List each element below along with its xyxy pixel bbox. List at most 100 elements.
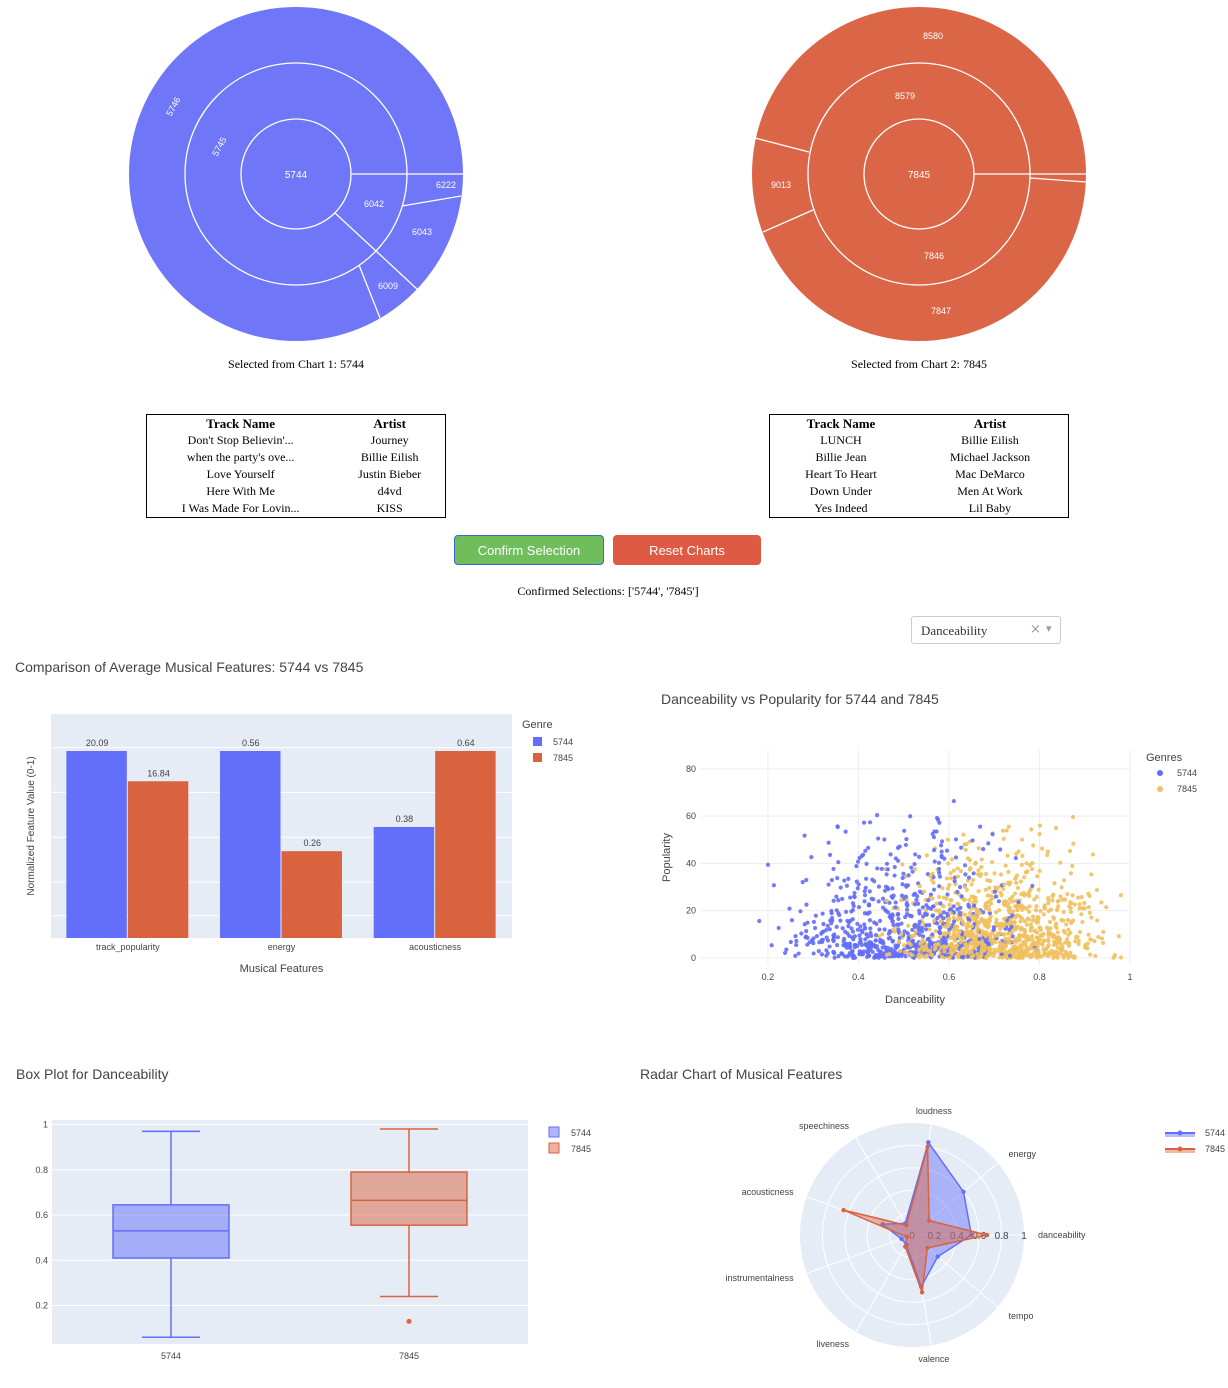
table-row: Billie Jean Michael Jackson (770, 449, 1069, 466)
scatter-point-7845 (1076, 895, 1081, 900)
scatter-point-7845 (928, 874, 933, 879)
scatter-point-7845 (1050, 898, 1055, 903)
artist-cell: Billie Eilish (961, 433, 1019, 447)
artist-cell: Michael Jackson (949, 450, 1031, 464)
scatter-point-7845 (980, 941, 985, 946)
reset-charts-button[interactable]: Reset Charts (613, 535, 761, 565)
scatter-point-7845 (1112, 953, 1118, 958)
scatter-point-5744 (981, 847, 986, 852)
scatter-point-7845 (1027, 904, 1032, 909)
scatter-xtick: 0.4 (852, 972, 865, 982)
scatter-point-5744 (951, 910, 957, 915)
scatter-point-5744 (876, 899, 881, 904)
sunburst-chart-2[interactable]: 7845 8579 8580 7846 7847 9013 (745, 0, 1105, 350)
scatter-point-7845 (951, 927, 956, 932)
scatter-point-7845 (1047, 919, 1053, 925)
chevron-down-icon[interactable]: ▾ (1046, 622, 1052, 635)
scatter-point-7845 (975, 922, 980, 928)
scatter-point-5744 (927, 922, 932, 928)
table-header-row: Track Name Artist (147, 415, 446, 433)
scatter-point-7845 (1046, 933, 1051, 938)
scatter-point-7845 (1055, 930, 1060, 935)
bar-chart[interactable]: 20.09 16.84 track_popularity 0.56 0.26 energy… (0, 700, 600, 990)
scatter-point-5744 (847, 941, 852, 946)
radar-chart[interactable]: danceability energy loudness speechiness aco… (640, 1095, 1228, 1375)
scatter-point-7845 (951, 915, 956, 920)
scatter-point-5744 (819, 952, 825, 957)
scatter-point-7845 (934, 901, 939, 906)
scatter-point-5744 (981, 910, 986, 915)
scatter-point-5744 (874, 813, 880, 818)
bar-category-label: energy (268, 942, 296, 952)
scatter-point-5744 (838, 918, 843, 923)
scatter-point-5744 (855, 859, 861, 864)
scatter-point-5744 (913, 852, 918, 857)
box-ytick: 0.2 (35, 1301, 48, 1311)
scatter-point-7845 (887, 952, 892, 957)
clear-icon[interactable]: × (1030, 622, 1041, 637)
scatter-point-5744 (930, 913, 935, 918)
scatter-point-5744 (904, 836, 909, 842)
scatter-point-7845 (1041, 938, 1046, 943)
scatter-point-5744 (991, 925, 996, 930)
scatter-point-5744 (882, 927, 887, 932)
table-row: Down Under Men At Work (770, 483, 1069, 500)
scatter-point-5744 (843, 909, 849, 915)
table1-header-track: Track Name (206, 416, 276, 431)
scatter-point-5744 (848, 895, 853, 900)
scatter-point-7845 (1002, 882, 1007, 887)
radar-area-5744 (880, 1140, 973, 1289)
scatter-point-7845 (964, 887, 969, 892)
scatter-point-5744 (874, 921, 879, 927)
sunburst1-outer-ring[interactable] (129, 7, 463, 341)
scatter-xtick: 0.8 (1033, 972, 1046, 982)
sunburst2-label-ring3a: 8580 (923, 31, 943, 41)
scatter-point-7845 (1063, 940, 1068, 945)
scatter-point-7845 (983, 871, 989, 877)
scatter-point-5744 (831, 866, 836, 872)
scatter-point-7845 (1032, 950, 1037, 955)
scatter-point-5744 (835, 824, 840, 829)
scatter-ytick: 0 (691, 953, 696, 963)
scatter-point-7845 (916, 952, 921, 958)
box-ytick: 1 (43, 1120, 48, 1130)
scatter-point-5744 (971, 871, 976, 876)
scatter-point-7845 (1015, 885, 1021, 890)
scatter-point-5744 (939, 849, 944, 854)
box-ytick: 0.4 (35, 1255, 48, 1265)
feature-dropdown[interactable]: Danceability × ▾ (911, 616, 1061, 644)
box-chart[interactable]: 0.2 0.4 0.6 0.8 1 5744 5744 7845 7845 (0, 1110, 620, 1370)
scatter-point-5744 (944, 848, 950, 853)
scatter-point-7845 (1059, 885, 1064, 890)
table2-header-track: Track Name (806, 416, 876, 431)
scatter-point-7845 (992, 947, 997, 952)
scatter-point-7845 (1019, 862, 1024, 868)
scatter-point-5744 (908, 814, 913, 819)
scatter-point-5744 (904, 907, 910, 912)
scatter-point-5744 (789, 918, 795, 923)
scatter-point-7845 (1009, 930, 1015, 935)
radar-legend-marker (1177, 1130, 1183, 1136)
sunburst-chart-1[interactable]: 5744 5745 5746 6042 6043 6009 6222 (120, 0, 480, 350)
radar-point (925, 1144, 930, 1149)
scatter-point-7845 (896, 939, 901, 944)
scatter-point-5744 (876, 884, 882, 889)
confirm-selection-button[interactable]: Confirm Selection (454, 535, 604, 565)
table-row: LUNCH Billie Eilish (770, 432, 1069, 449)
scatter-legend-marker (1157, 770, 1163, 776)
scatter-point-7845 (969, 882, 974, 887)
track-cell: Billie Jean (815, 450, 867, 464)
scatter-point-7845 (969, 894, 974, 899)
tracks-table-2: Track Name Artist LUNCH Billie Eilish Bil… (769, 414, 1069, 518)
scatter-point-7845 (966, 920, 971, 925)
scatter-point-5744 (961, 954, 966, 959)
scatter-point-5744 (819, 938, 824, 943)
scatter-point-7845 (999, 893, 1004, 898)
scatter-point-5744 (916, 923, 921, 928)
scatter-chart[interactable]: 0 20 40 60 80 0.2 0.4 0.6 0.8 1 Danceability Popula… (640, 740, 1228, 1020)
scatter-point-5744 (890, 938, 896, 943)
sunburst2-outer-ring[interactable] (752, 7, 1086, 341)
radar-point (926, 1218, 932, 1223)
bar-value-label: 16.84 (147, 768, 170, 778)
scatter-point-7845 (1083, 945, 1088, 950)
